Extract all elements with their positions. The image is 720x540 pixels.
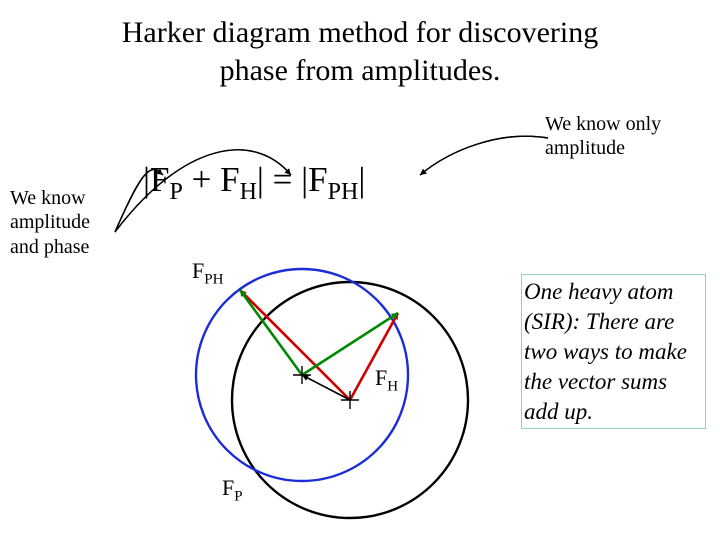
diagram-label-FH: FH bbox=[375, 365, 398, 395]
diagram-label-FP: FP bbox=[222, 475, 243, 505]
pointer-arrows bbox=[0, 0, 720, 260]
diagram-label-FPH: FPH bbox=[192, 258, 223, 288]
right-annotation-body: One heavy atom (SIR): There are two ways… bbox=[521, 274, 706, 429]
